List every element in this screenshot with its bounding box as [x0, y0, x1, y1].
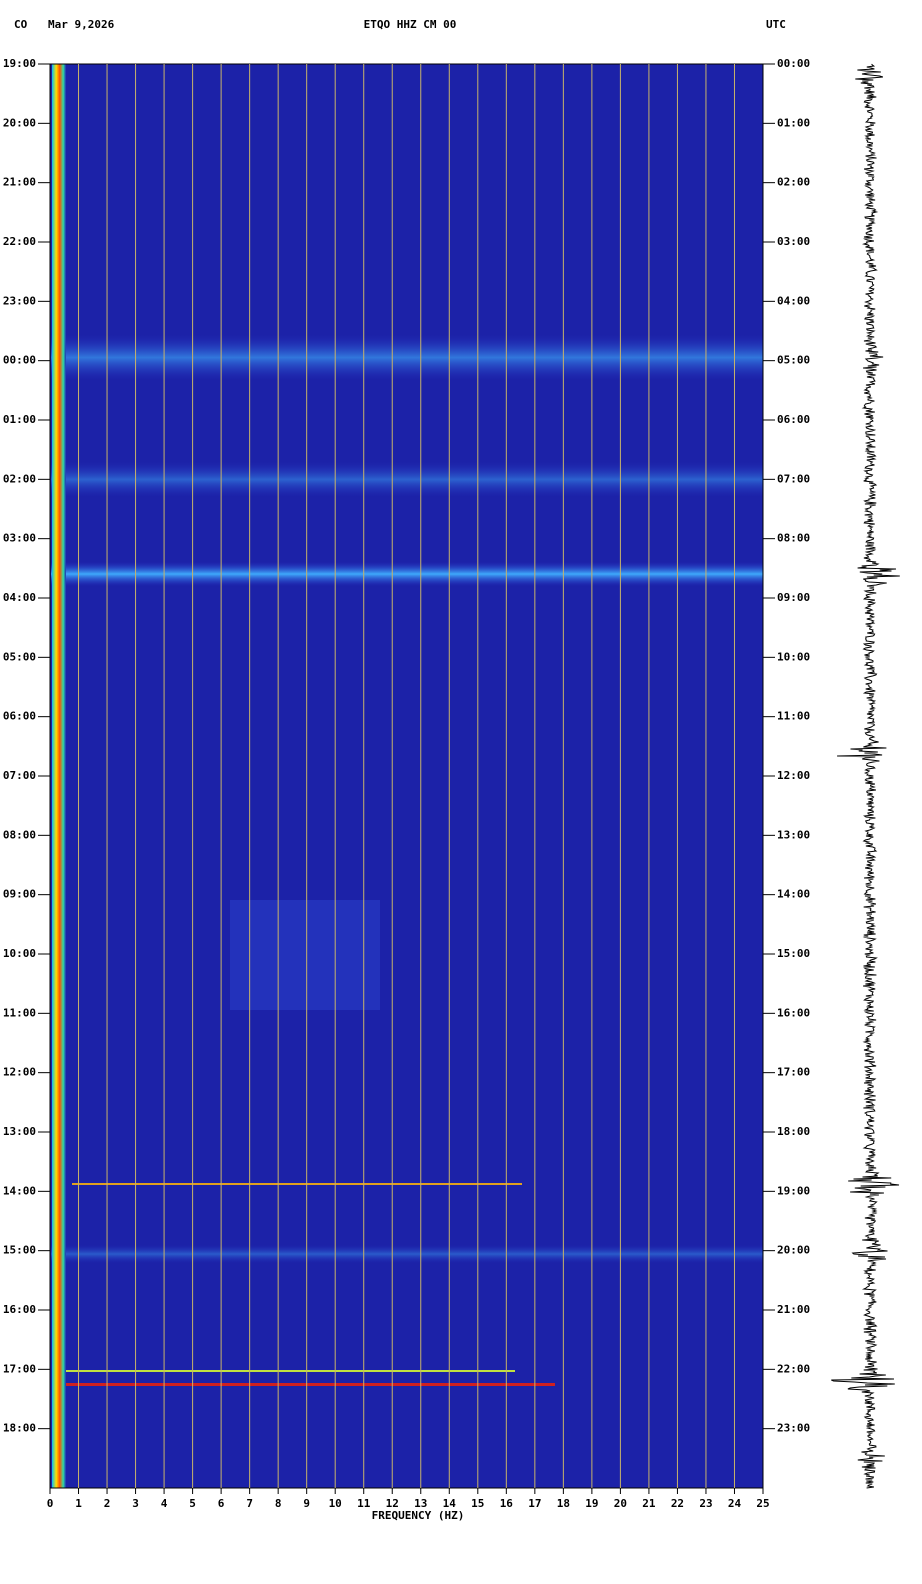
- y2-tick-label: 12:00: [777, 769, 810, 782]
- y-tick-label: 18:00: [3, 1422, 36, 1435]
- y2-tick-label: 19:00: [777, 1184, 810, 1197]
- y2-tick-label: 03:00: [777, 235, 810, 248]
- y-tick-label: 05:00: [3, 650, 36, 663]
- y-tick-label: 10:00: [3, 947, 36, 960]
- y2-tick-label: 18:00: [777, 1125, 810, 1138]
- x-tick-label: 11: [357, 1497, 371, 1510]
- date: Mar 9,2026: [48, 18, 115, 31]
- x-tick-label: 23: [699, 1497, 712, 1510]
- spectral-band: [51, 462, 763, 497]
- spectrogram-background: [50, 64, 763, 1488]
- y2-tick-label: 05:00: [777, 354, 810, 367]
- x-tick-label: 24: [728, 1497, 742, 1510]
- spectral-band: [230, 900, 380, 1010]
- x-tick-label: 2: [104, 1497, 111, 1510]
- low-frequency-energy: [52, 64, 66, 1488]
- chart-title: ETQO HHZ CM 00: [364, 18, 457, 31]
- y-tick-label: 09:00: [3, 888, 36, 901]
- y2-tick-label: 07:00: [777, 472, 810, 485]
- x-tick-label: 14: [443, 1497, 457, 1510]
- y-tick-label: 03:00: [3, 532, 36, 545]
- y2-tick-label: 15:00: [777, 947, 810, 960]
- y2-tick-label: 08:00: [777, 532, 810, 545]
- y2-tick-label: 16:00: [777, 1006, 810, 1019]
- y2-tick-label: 06:00: [777, 413, 810, 426]
- x-tick-label: 3: [132, 1497, 139, 1510]
- x-tick-label: 17: [528, 1497, 541, 1510]
- spectral-band: [51, 335, 763, 380]
- y-tick-label: 04:00: [3, 591, 36, 604]
- x-tick-label: 8: [275, 1497, 282, 1510]
- y2-tick-label: 00:00: [777, 57, 810, 70]
- x-tick-label: 0: [47, 1497, 54, 1510]
- y2-tick-label: 13:00: [777, 828, 810, 841]
- x-tick-label: 1: [75, 1497, 82, 1510]
- y-tick-label: 20:00: [3, 116, 36, 129]
- y-tick-label: 06:00: [3, 710, 36, 723]
- y-tick-label: 08:00: [3, 828, 36, 841]
- spectrogram: [49, 63, 764, 1489]
- x-axis-label: FREQUENCY (HZ): [372, 1509, 465, 1522]
- y2-tick-label: 10:00: [777, 650, 810, 663]
- x-tick-label: 22: [671, 1497, 684, 1510]
- seismogram-trace: [831, 63, 900, 1489]
- y2-tick-label: 14:00: [777, 888, 810, 901]
- x-tick-label: 19: [585, 1497, 598, 1510]
- x-tick-label: 20: [614, 1497, 627, 1510]
- x-tick-label: 7: [246, 1497, 253, 1510]
- y2-tick-label: 11:00: [777, 710, 810, 723]
- y2-tick-label: 20:00: [777, 1244, 810, 1257]
- x-tick-label: 12: [386, 1497, 399, 1510]
- network: CO: [14, 18, 28, 31]
- x-tick-label: 15: [471, 1497, 484, 1510]
- y-tick-label: 22:00: [3, 235, 36, 248]
- y-tick-label: 16:00: [3, 1303, 36, 1316]
- y-tick-label: 01:00: [3, 413, 36, 426]
- y2-tick-label: 23:00: [777, 1422, 810, 1435]
- spectral-line: [72, 1183, 522, 1185]
- x-tick-label: 13: [414, 1497, 427, 1510]
- y-tick-label: 02:00: [3, 472, 36, 485]
- spectral-band: [51, 562, 763, 586]
- y2-tick-label: 02:00: [777, 176, 810, 189]
- y2-tick-label: 21:00: [777, 1303, 810, 1316]
- y-tick-label: 11:00: [3, 1006, 36, 1019]
- x-tick-label: 16: [500, 1497, 514, 1510]
- x-tick-label: 25: [756, 1497, 769, 1510]
- y-tick-label: 12:00: [3, 1066, 36, 1079]
- spectral-line: [55, 1370, 515, 1372]
- y-tick-label: 19:00: [3, 57, 36, 70]
- x-tick-label: 4: [161, 1497, 168, 1510]
- y-tick-label: 15:00: [3, 1244, 36, 1257]
- timezone: UTC: [766, 18, 786, 31]
- y2-tick-label: 17:00: [777, 1066, 810, 1079]
- y-tick-label: 14:00: [3, 1184, 36, 1197]
- y2-tick-label: 09:00: [777, 591, 810, 604]
- y2-tick-label: 01:00: [777, 116, 810, 129]
- y-tick-label: 23:00: [3, 294, 36, 307]
- spectral-line: [55, 1383, 555, 1386]
- y-tick-label: 13:00: [3, 1125, 36, 1138]
- x-tick-label: 10: [329, 1497, 342, 1510]
- y-tick-label: 21:00: [3, 176, 36, 189]
- spectral-band: [51, 1245, 763, 1263]
- x-tick-label: 18: [557, 1497, 570, 1510]
- y2-tick-label: 04:00: [777, 294, 810, 307]
- x-tick-label: 5: [189, 1497, 196, 1510]
- y-tick-label: 07:00: [3, 769, 36, 782]
- y-tick-label: 17:00: [3, 1362, 36, 1375]
- y-tick-label: 00:00: [3, 354, 36, 367]
- x-tick-label: 21: [642, 1497, 656, 1510]
- x-tick-label: 9: [303, 1497, 310, 1510]
- y2-tick-label: 22:00: [777, 1362, 810, 1375]
- x-tick-label: 6: [218, 1497, 225, 1510]
